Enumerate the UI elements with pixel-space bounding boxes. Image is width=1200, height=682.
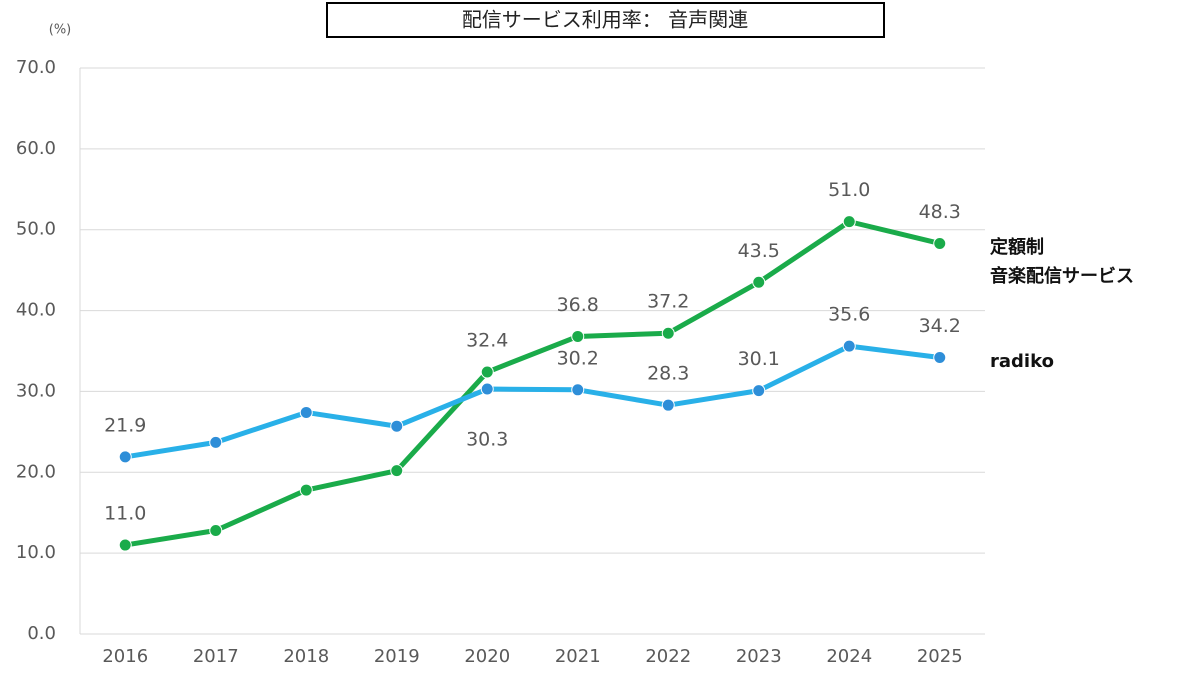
data-label: 35.6 (828, 304, 870, 326)
y-tick-label: 0.0 (27, 623, 56, 644)
point (299, 483, 313, 497)
data-label: 51.0 (828, 179, 870, 201)
point (209, 524, 223, 538)
point (209, 435, 223, 449)
x-tick-label: 2025 (917, 646, 963, 667)
point (661, 398, 675, 412)
data-label: 11.0 (104, 503, 146, 525)
series-line (124, 219, 941, 548)
point (118, 450, 132, 464)
point (752, 384, 766, 398)
data-label: 34.2 (919, 315, 961, 337)
data-label: 48.3 (919, 201, 961, 223)
point (661, 326, 675, 340)
x-tick-label: 2017 (193, 646, 239, 667)
point (390, 464, 404, 478)
data-label: 32.4 (466, 330, 508, 352)
y-unit: (%) (49, 23, 72, 38)
x-tick-label: 2024 (826, 646, 872, 667)
y-tick-label: 30.0 (16, 380, 56, 401)
point (299, 405, 313, 419)
x-tick-label: 2020 (464, 646, 510, 667)
data-label: 21.9 (104, 414, 146, 436)
data-label: 30.3 (466, 429, 508, 451)
x-tick-label: 2019 (374, 646, 420, 667)
x-tick-label: 2021 (555, 646, 601, 667)
data-label: 36.8 (557, 294, 599, 316)
point (571, 383, 585, 397)
point (842, 339, 856, 353)
x-tick-label: 2022 (645, 646, 691, 667)
y-tick-label: 40.0 (16, 300, 56, 321)
y-tick-label: 50.0 (16, 219, 56, 240)
y-tick-label: 10.0 (16, 542, 56, 563)
point (480, 365, 494, 379)
data-label: 37.2 (647, 291, 689, 313)
x-tick-label: 2018 (283, 646, 329, 667)
point (571, 329, 585, 343)
legend-label: 定額制 音楽配信サービス (990, 237, 1134, 288)
point (842, 215, 856, 229)
x-tick-label: 2016 (102, 646, 148, 667)
x-tick-label: 2023 (736, 646, 782, 667)
point (118, 538, 132, 552)
title-box (326, 2, 885, 38)
data-label: 30.2 (557, 347, 599, 369)
legend-label: radiko (990, 351, 1054, 373)
y-tick-label: 60.0 (16, 138, 56, 159)
point (752, 275, 766, 289)
y-tick-label: 20.0 (16, 461, 56, 482)
point (480, 382, 494, 396)
chart-title: 配信サービス利用率： 音声関連 (462, 8, 748, 32)
y-tick-label: 70.0 (16, 57, 56, 78)
data-label: 30.1 (738, 348, 780, 370)
series-line (124, 343, 941, 460)
point (933, 350, 947, 364)
point (933, 236, 947, 250)
point (390, 419, 404, 433)
data-label: 43.5 (738, 240, 780, 262)
data-label: 28.3 (647, 363, 689, 385)
